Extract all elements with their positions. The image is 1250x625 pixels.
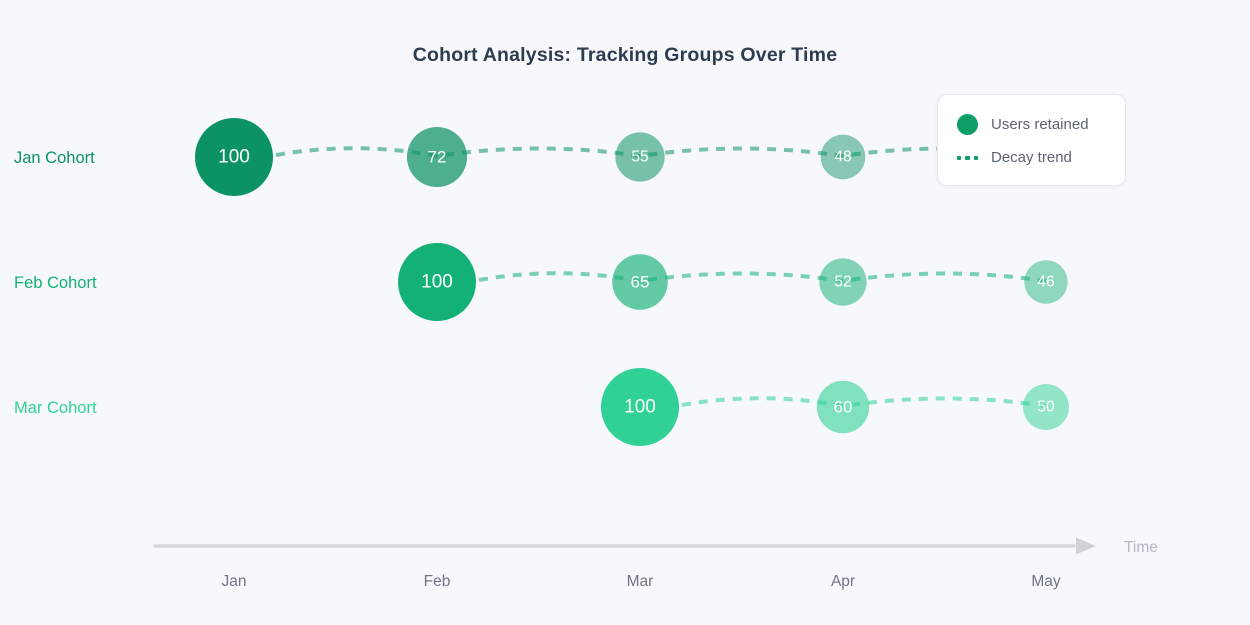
cohort-row-label: Mar Cohort <box>14 399 97 417</box>
cohort-row-label: Feb Cohort <box>14 274 97 292</box>
bubble-value: 72 <box>428 148 447 167</box>
retained-dot-swatch-icon <box>957 114 978 135</box>
bubble-value: 46 <box>1037 274 1054 291</box>
bubble-value: 100 <box>218 147 250 168</box>
cohort-row-label: Jan Cohort <box>14 149 95 167</box>
bubble <box>1024 260 1068 304</box>
decay-trend-line <box>275 146 1047 159</box>
legend-item-decay-trend: Decay trend <box>957 149 1125 166</box>
bubble-value: 50 <box>1037 399 1055 416</box>
bubble-value: 100 <box>421 272 453 293</box>
x-axis-tick-label: Feb <box>424 573 451 590</box>
bubble-value: 48 <box>834 149 851 166</box>
decay-trend-line <box>681 396 1047 409</box>
x-axis-tick-label: Apr <box>831 573 855 590</box>
legend-label: Decay trend <box>991 149 1072 166</box>
x-axis-tick-label: Jan <box>222 573 247 590</box>
decay-trend-line <box>478 271 1047 284</box>
x-axis-tick-label: May <box>1031 573 1061 590</box>
legend: Users retained Decay trend <box>937 94 1126 186</box>
bubble <box>1023 384 1069 430</box>
time-axis-arrow-icon <box>1076 537 1096 555</box>
legend-item-users-retained: Users retained <box>957 114 1125 135</box>
x-axis-tick-label: Mar <box>627 573 654 590</box>
bubble <box>195 118 273 196</box>
dashed-line-swatch-icon <box>957 155 978 160</box>
bubble <box>398 243 476 321</box>
bubble-value: 55 <box>631 149 648 166</box>
bubble-value: 60 <box>834 398 853 417</box>
bubble <box>601 368 679 446</box>
chart-title: Cohort Analysis: Tracking Groups Over Ti… <box>412 44 838 66</box>
bubble-value: 100 <box>624 397 656 418</box>
bubble-value: 52 <box>834 274 851 291</box>
bubble-value: 65 <box>631 273 650 292</box>
time-axis-label: Time <box>1124 539 1158 556</box>
legend-label: Users retained <box>991 116 1089 133</box>
